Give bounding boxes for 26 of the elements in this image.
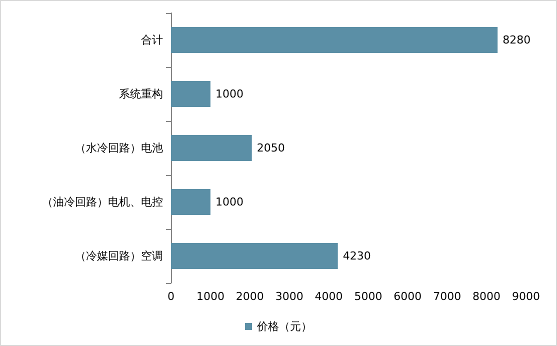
legend-label: 价格（元） <box>256 320 312 333</box>
data-label: 1000 <box>215 196 244 208</box>
x-tick-label: 2000 <box>236 290 264 303</box>
data-label: 8280 <box>502 34 531 46</box>
x-tick-label: 6000 <box>394 290 422 303</box>
data-label: 2050 <box>256 142 285 154</box>
bar <box>171 27 498 53</box>
x-tick-label: 1000 <box>196 290 224 303</box>
bar <box>171 135 252 161</box>
y-tick-label: 系统重构 <box>119 88 163 100</box>
x-tick-label: 8000 <box>472 290 501 303</box>
x-tick-label: 4000 <box>314 290 343 303</box>
y-tick-label: （油冷回路）电机、电控 <box>42 196 163 208</box>
data-label: 4230 <box>342 250 371 262</box>
data-label: 1000 <box>215 88 244 100</box>
x-tick-label: 7000 <box>433 290 462 303</box>
x-tick-label: 3000 <box>275 290 304 303</box>
bar <box>171 243 338 269</box>
x-tick-label: 0 <box>168 290 174 303</box>
y-tick-label: （水冷回路）电池 <box>75 142 163 154</box>
y-tick-label: 合计 <box>141 34 163 46</box>
bar <box>171 81 210 107</box>
x-tick-label: 5000 <box>354 290 382 303</box>
y-tick-label: （冷媒回路）空调 <box>75 250 163 262</box>
bar <box>171 189 210 215</box>
x-tick-label: 9000 <box>512 290 540 303</box>
